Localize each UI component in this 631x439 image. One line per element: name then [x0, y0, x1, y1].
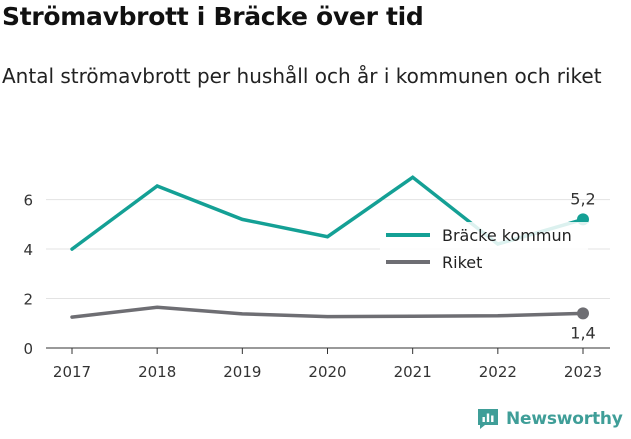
legend-background [380, 222, 588, 274]
x-tick-label-2023: 2023 [564, 363, 602, 381]
x-tick-label-2017: 2017 [53, 363, 91, 381]
brand-logo[interactable]: Newsworthy [476, 407, 623, 431]
x-tick-label-2020: 2020 [308, 363, 346, 381]
chart-title: Strömavbrott i Bräcke över tid [2, 2, 424, 31]
y-tick-label-4: 4 [23, 241, 33, 259]
legend: Bräcke kommun Riket [380, 222, 588, 274]
legend-label-riket: Riket [442, 253, 482, 272]
chart-subtitle: Antal strömavbrott per hushåll och år i … [2, 64, 602, 88]
axes: 0 2 4 6 2017 2018 2019 2020 2021 2022 2023 [23, 192, 610, 381]
end-labels: 5,2 1,4 [570, 189, 595, 342]
end-label-riket: 1,4 [570, 323, 595, 342]
y-tick-label-0: 0 [23, 340, 33, 358]
series-line-riket [70, 305, 585, 319]
brand-name: Newsworthy [506, 409, 623, 429]
newsworthy-logo-icon [478, 409, 498, 429]
y-tick-label-6: 6 [23, 192, 33, 210]
x-tick-label-2019: 2019 [223, 363, 261, 381]
x-tick-label-2021: 2021 [394, 363, 432, 381]
x-tick-label-2022: 2022 [479, 363, 517, 381]
x-tick-label-2018: 2018 [138, 363, 176, 381]
legend-label-kommun: Bräcke kommun [442, 226, 572, 245]
y-tick-label-2: 2 [23, 291, 33, 309]
end-point-riket [577, 307, 589, 320]
end-label-kommun: 5,2 [570, 189, 595, 208]
